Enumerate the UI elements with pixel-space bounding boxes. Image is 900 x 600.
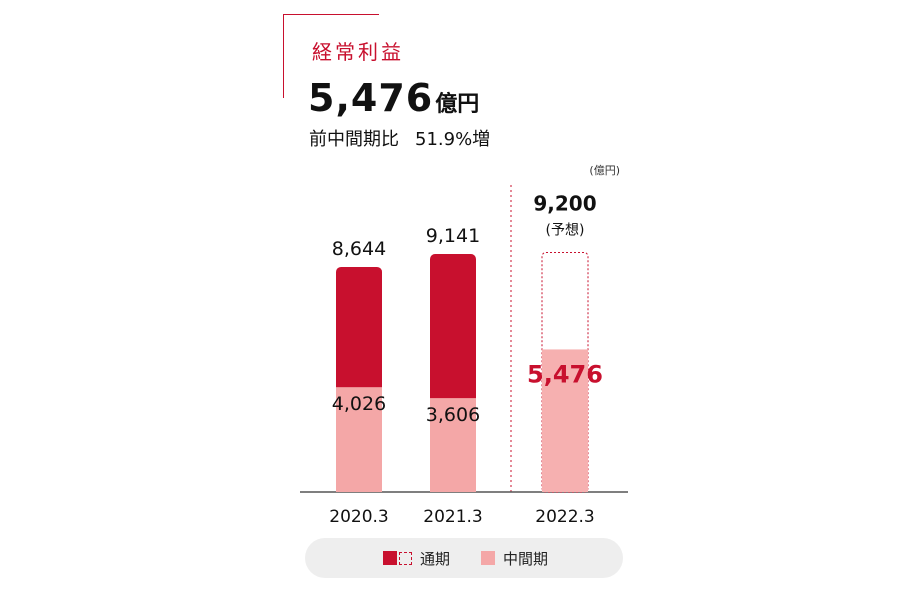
bar-interim-forecast — [542, 349, 588, 492]
full-year-solid-swatch — [383, 551, 397, 565]
legend-label-full-year: 通期 — [420, 549, 451, 568]
data-label-interim-highlight: 5,476 — [527, 360, 603, 388]
headline-unit: 億円 — [435, 92, 480, 117]
forecast-note-label: (予想) — [546, 222, 585, 238]
headline-figure: 5,476億円 — [308, 76, 479, 120]
data-label-interim: 4,026 — [332, 393, 386, 415]
legend-item-full-year: 通期 — [383, 549, 451, 568]
data-label-full-year: 9,200 — [533, 191, 596, 215]
unit-label: (億円) — [589, 164, 620, 177]
data-label-full-year: 9,141 — [426, 225, 480, 247]
data-label-full-year: 8,644 — [332, 238, 386, 260]
legend-item-interim: 中間期 — [481, 549, 549, 568]
data-label-interim: 3,606 — [426, 404, 480, 426]
x-tick-label: 2021.3 — [423, 507, 482, 527]
bar-interim — [430, 398, 476, 492]
comparison-line: 前中間期比 51.9%増 — [309, 125, 490, 151]
headline-value: 5,476 — [308, 76, 434, 120]
title-frame-vertical-line — [283, 14, 284, 98]
comparison-label: 前中間期比 — [309, 129, 399, 150]
legend: 通期 中間期 — [305, 538, 623, 578]
full-year-forecast-swatch — [399, 551, 412, 565]
legend-label-interim: 中間期 — [503, 549, 549, 568]
chart-title: 経常利益 — [312, 40, 404, 64]
title-frame-horizontal-line — [283, 14, 379, 15]
comparison-value: 51.9%増 — [415, 129, 491, 150]
x-tick-label: 2022.3 — [535, 507, 594, 527]
bar-interim — [336, 387, 382, 492]
interim-swatch — [481, 551, 495, 565]
x-tick-label: 2020.3 — [329, 507, 388, 527]
